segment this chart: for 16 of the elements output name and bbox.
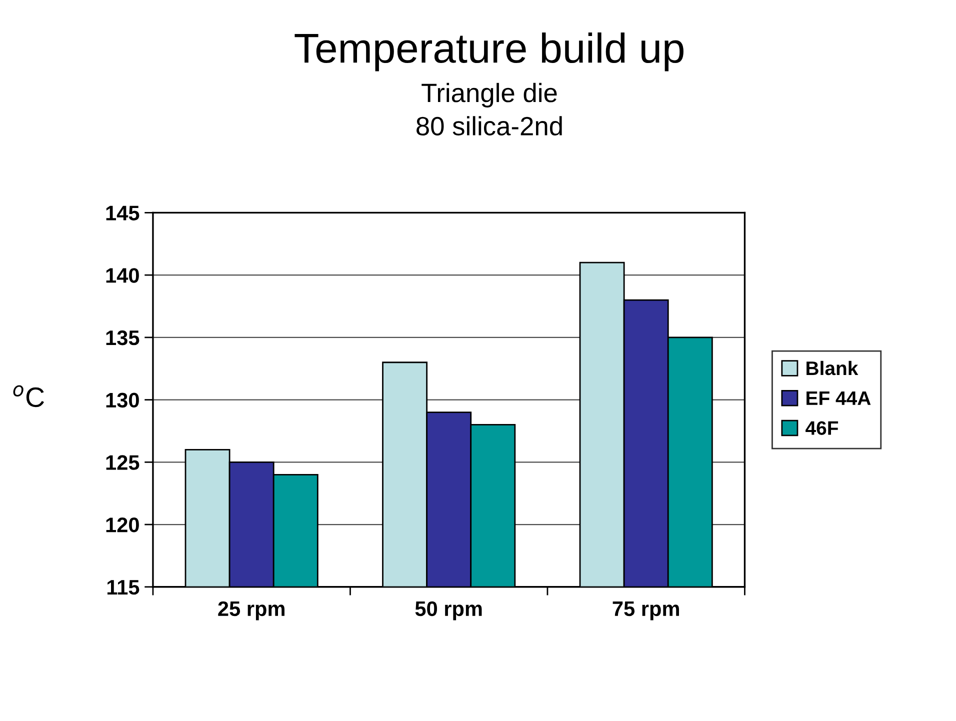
y-tick-label: 140	[106, 268, 139, 283]
y-tick-label: 125	[106, 455, 140, 470]
legend-label: EF 44A	[806, 391, 871, 405]
chart-subtitle: Triangle die 80 silica-2nd	[416, 82, 562, 136]
x-tick-label: 75 rpm	[612, 602, 679, 620]
chart-title: Temperature build up	[294, 32, 684, 72]
y-tick-label: 135	[106, 330, 140, 346]
x-tick-label: 50 rpm	[415, 601, 482, 620]
legend-label: 46F	[806, 421, 838, 435]
y-tick-label: 115	[107, 580, 140, 595]
x-tick-label: 25 rpm	[218, 601, 284, 620]
legend-label: Blank	[806, 360, 858, 376]
y-tick-label: 130	[106, 392, 139, 408]
y-tick-label: 120	[106, 518, 139, 532]
y-tick-label: 145	[106, 206, 140, 220]
y-axis-title: $^{o}$C	[13, 385, 44, 408]
